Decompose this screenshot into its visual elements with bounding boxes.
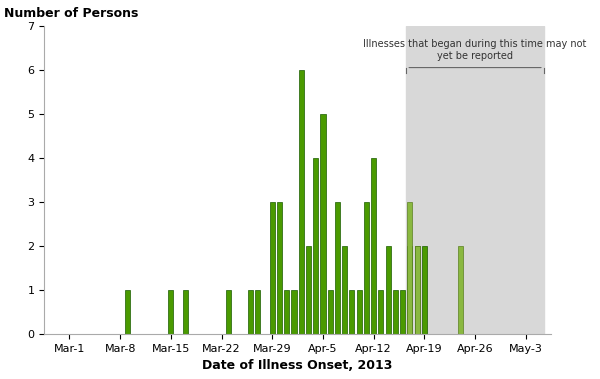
Bar bbox=[342, 246, 347, 334]
Bar bbox=[226, 290, 232, 334]
Bar bbox=[270, 202, 275, 334]
Bar bbox=[379, 290, 383, 334]
Bar bbox=[277, 202, 282, 334]
Bar bbox=[169, 290, 173, 334]
Bar bbox=[320, 114, 326, 334]
Bar bbox=[292, 290, 296, 334]
Bar bbox=[407, 202, 412, 334]
Bar bbox=[371, 158, 376, 334]
Bar bbox=[356, 290, 362, 334]
Bar bbox=[284, 290, 289, 334]
Bar bbox=[415, 246, 419, 334]
X-axis label: Date of Illness Onset, 2013: Date of Illness Onset, 2013 bbox=[202, 359, 393, 372]
Bar bbox=[393, 290, 398, 334]
Bar bbox=[313, 158, 318, 334]
Bar bbox=[183, 290, 188, 334]
Bar bbox=[400, 290, 405, 334]
Bar bbox=[335, 202, 340, 334]
Bar bbox=[306, 246, 311, 334]
Bar bbox=[407, 246, 412, 334]
Bar bbox=[415, 246, 419, 334]
Bar bbox=[248, 290, 253, 334]
Bar bbox=[406, 26, 544, 334]
Bar bbox=[255, 290, 260, 334]
Bar bbox=[125, 290, 130, 334]
Bar bbox=[349, 290, 355, 334]
Bar bbox=[299, 70, 304, 334]
Bar bbox=[328, 290, 333, 334]
Text: Illnesses that began during this time may not
yet be reported: Illnesses that began during this time ma… bbox=[364, 39, 587, 61]
Text: Number of Persons: Number of Persons bbox=[4, 6, 138, 20]
Bar bbox=[458, 246, 463, 334]
Bar bbox=[386, 246, 391, 334]
Bar bbox=[422, 246, 427, 334]
Bar bbox=[364, 202, 369, 334]
